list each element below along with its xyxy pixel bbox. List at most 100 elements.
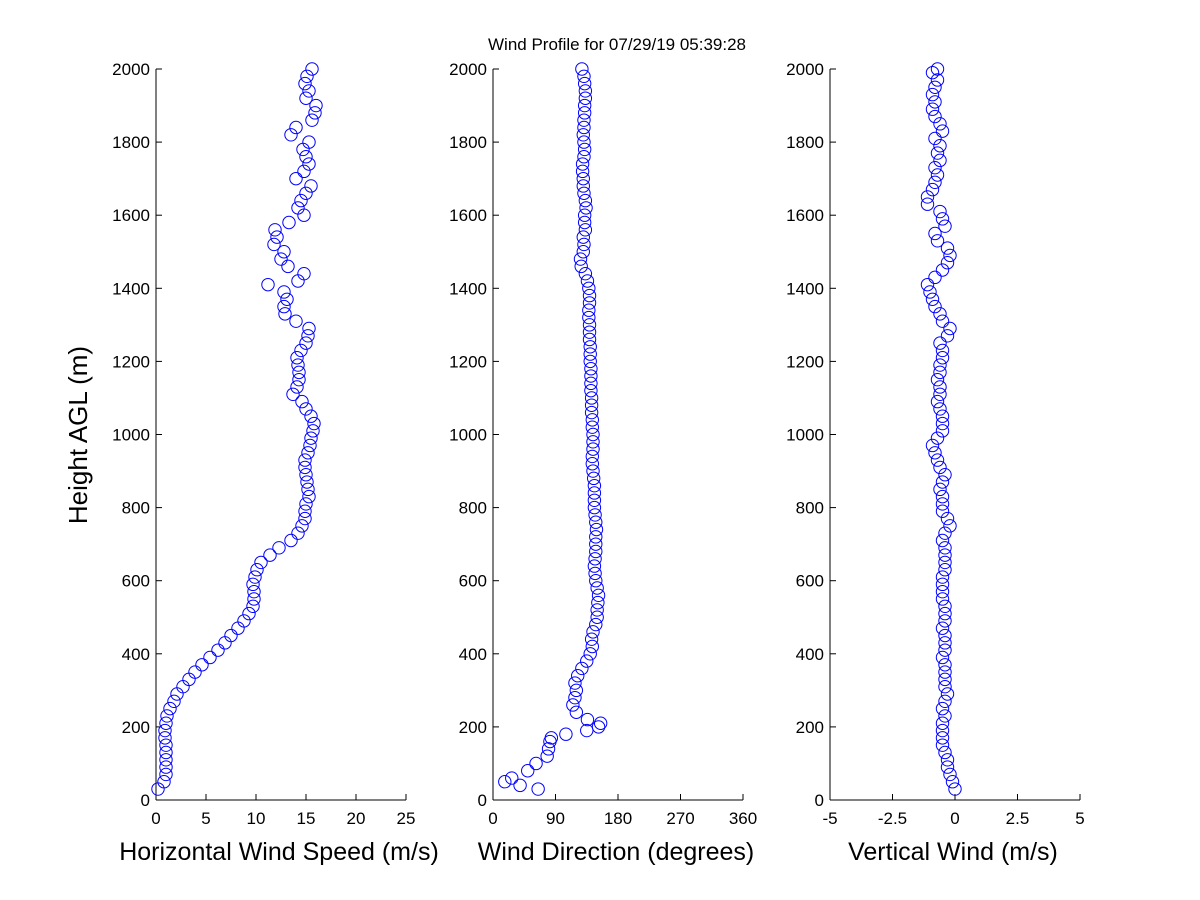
data-point <box>573 252 588 266</box>
data-point <box>298 460 312 475</box>
data-point <box>938 614 952 628</box>
data-point <box>299 468 313 482</box>
data-point <box>940 256 955 270</box>
data-point <box>272 541 286 555</box>
data-point <box>938 606 952 621</box>
data-point <box>577 69 591 84</box>
data-point <box>938 219 952 233</box>
data-point <box>943 248 957 263</box>
y-tick-label: 800 <box>459 499 487 518</box>
x-tick-label: 180 <box>604 809 632 828</box>
data-point <box>295 519 309 533</box>
data-point <box>928 226 942 241</box>
x-tick-label: -5 <box>822 809 837 828</box>
data-point <box>920 197 935 211</box>
data-point <box>569 705 584 719</box>
y-tick-label: 2000 <box>112 60 150 79</box>
data-point <box>935 424 950 438</box>
y-tick-label: 200 <box>796 718 824 737</box>
data-point <box>933 204 947 219</box>
data-point <box>286 387 300 401</box>
data-point <box>281 259 295 274</box>
data-point <box>160 709 174 723</box>
data-point <box>274 252 288 266</box>
data-point <box>933 402 947 416</box>
data-point <box>188 665 202 679</box>
data-point <box>589 537 603 551</box>
data-point <box>290 351 304 365</box>
data-point <box>577 106 592 120</box>
data-point <box>583 347 597 361</box>
x-tick-label: 360 <box>729 809 757 828</box>
data-point <box>938 679 952 694</box>
data-point <box>935 504 950 518</box>
data-point <box>587 486 602 500</box>
y-tick-label: 1600 <box>786 206 824 225</box>
data-point <box>289 120 303 135</box>
y-tick-label: 0 <box>815 791 824 810</box>
y-tick-label: 600 <box>459 572 487 591</box>
y-tick-label: 800 <box>796 499 824 518</box>
data-point <box>298 504 312 518</box>
data-point <box>935 489 950 504</box>
y-tick-label: 600 <box>796 572 824 591</box>
data-point <box>559 727 573 741</box>
x-tick-label: 0 <box>950 809 959 828</box>
data-point <box>930 73 945 87</box>
data-point <box>589 530 603 544</box>
data-point <box>585 413 600 427</box>
data-point <box>307 416 321 431</box>
data-point <box>280 292 294 306</box>
data-point <box>948 782 962 796</box>
data-point <box>521 764 535 778</box>
data-point <box>278 307 292 321</box>
data-point <box>585 457 600 471</box>
data-point <box>940 687 955 701</box>
data-point <box>270 230 284 244</box>
data-point <box>589 574 603 588</box>
data-point <box>935 738 950 752</box>
data-point <box>237 614 251 628</box>
data-point <box>529 756 543 771</box>
y-tick-label: 600 <box>122 572 150 591</box>
data-point <box>302 321 316 336</box>
data-point <box>571 669 585 683</box>
data-point <box>940 511 955 526</box>
data-point <box>303 438 317 453</box>
data-point <box>943 767 957 782</box>
data-point <box>242 606 256 621</box>
data-point <box>284 128 298 142</box>
data-point <box>254 555 268 570</box>
x-tick-label: 0 <box>488 809 497 828</box>
x-tick-label: 10 <box>247 809 266 828</box>
data-point <box>933 365 947 380</box>
y-tick-label: 200 <box>122 718 150 737</box>
data-point <box>928 80 942 94</box>
data-point <box>578 266 593 281</box>
data-point <box>938 665 952 679</box>
data-point <box>589 544 603 559</box>
data-point <box>294 343 308 358</box>
data-point <box>583 340 597 354</box>
data-point <box>297 164 311 179</box>
data-point <box>923 285 937 299</box>
data-point <box>577 98 592 113</box>
data-point <box>935 716 950 730</box>
data-point <box>294 193 308 208</box>
data-point <box>578 193 593 208</box>
data-point <box>579 201 593 215</box>
y-tick-label: 200 <box>459 718 487 737</box>
data-point <box>505 771 519 785</box>
x-tick-label: -2.5 <box>878 809 907 828</box>
data-point <box>935 263 950 277</box>
data-point <box>585 639 600 654</box>
data-point <box>583 354 597 369</box>
data-point <box>940 760 955 774</box>
data-point <box>935 212 950 226</box>
data-point <box>938 658 952 672</box>
data-point <box>591 595 605 610</box>
data-point <box>576 230 590 244</box>
data-point <box>589 617 603 632</box>
y-tick-label: 1200 <box>112 352 150 371</box>
data-point <box>277 285 291 299</box>
